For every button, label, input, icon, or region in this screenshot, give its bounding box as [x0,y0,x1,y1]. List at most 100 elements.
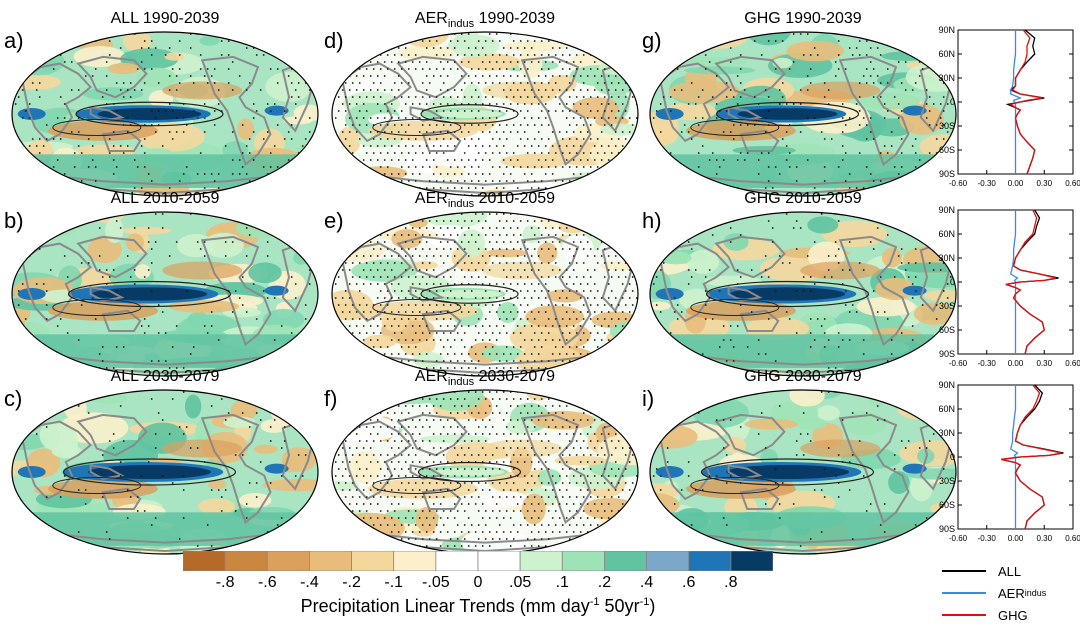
y-tick-label: 30S [939,121,955,131]
zonal-profile-chart-1: 90N 60N 30N 0 30S 60S 90S-0.60 -0.30 0.00 0.30 0.6… [938,25,1080,188]
colorbar-tick-label: .05 [509,574,532,591]
x-tick-label: -0.60 [949,534,968,543]
precip-map-g [649,31,957,197]
colorbar-tick-label: .1 [555,574,569,591]
colorbar-swatch [646,550,690,572]
y-tick-label: 60N [938,49,955,59]
x-tick-label: -0.60 [949,179,968,188]
panel-title: ALL 1990-2039 [110,10,220,27]
x-tick-label: 0.30 [1036,534,1052,543]
series-line-ghg [1009,29,1043,175]
legend-label: GHG [998,607,1028,623]
colorbar-swatch [182,550,226,572]
colorbar-swatch [519,550,563,572]
panel-letter: b) [4,208,24,233]
legend-swatch [942,570,986,572]
y-tick-label: 60S [939,325,955,335]
panel-letter: i) [642,386,655,411]
x-tick-label: 0.00 [1008,179,1024,188]
series-line-aer [1010,30,1023,174]
colorbar-swatch [224,550,268,572]
colorbar-swatch [730,550,774,572]
panel-letter: e) [324,208,344,233]
colorbar-swatch [435,550,479,572]
colorbar-swatch [351,550,395,572]
y-tick-label: 30N [938,428,955,438]
colorbar-tick-label: .2 [597,574,612,591]
y-tick-label: 0 [950,452,955,462]
panel-letter: a) [4,28,24,53]
x-tick-label: 0.30 [1036,179,1052,188]
panel-title: AERindus 2010-2059 [414,190,556,211]
panel-title: GHG 2010-2059 [744,190,862,207]
panel-title: AERindus 2030-2079 [414,368,556,389]
legend-item: ALL [942,560,1082,582]
y-tick-label: 30S [939,301,955,311]
legend-label: AER [998,585,1025,601]
panel-letter: d) [324,28,344,53]
precip-map-b [11,211,319,377]
legend-swatch [942,614,986,616]
precip-map-h [649,211,957,377]
y-tick-label: 0 [950,97,955,107]
x-tick-label: -0.30 [978,359,997,368]
x-tick-label: 0.60 [1065,359,1080,368]
colorbar-tick-label: -.05 [422,574,450,591]
y-tick-label: 30N [938,253,955,263]
colorbar-swatch [309,550,352,572]
panel-title: ALL 2030-2079 [110,368,220,385]
precip-map-i [649,389,957,555]
x-tick-label: 0.00 [1008,534,1024,543]
series-line-ghg [1005,209,1056,355]
colorbar-tick-label: -.4 [300,574,319,591]
y-tick-label: 30N [938,73,955,83]
y-tick-label: 90S [939,169,955,179]
colorbar-tick-label: 0 [473,574,483,591]
y-tick-label: 0 [950,277,955,287]
x-tick-label: 0.00 [1008,359,1024,368]
y-tick-label: 60N [938,229,955,239]
y-tick-label: 60N [938,404,955,414]
colorbar-tick-label: .6 [682,574,696,591]
panel-letter: h) [642,208,662,233]
y-tick-label: 90N [938,205,955,215]
legend-item: AER indus [942,582,1082,604]
precip-map-a [11,31,319,197]
panel-title: GHG 1990-2039 [744,10,862,27]
x-tick-label: 0.60 [1065,534,1080,543]
panel-letter: c) [4,386,23,411]
x-tick-label: 0.30 [1036,359,1052,368]
precip-map-d [331,31,639,197]
colorbar-title: Precipitation Linear Trends (mm day-1 50… [300,596,656,616]
legend-swatch [942,592,986,594]
precip-map-e [331,211,639,377]
panel-title: ALL 2010-2059 [110,190,220,207]
x-tick-label: -0.30 [978,179,997,188]
panel-letter: g) [642,28,662,53]
colorbar-swatch [604,550,647,572]
colorbar-tick-label: .8 [724,574,738,591]
colorbar-tick-label: -.8 [215,574,235,591]
y-tick-label: 90N [938,380,955,390]
y-tick-label: 60S [939,145,955,155]
legend-item: GHG [942,604,1082,626]
colorbar-swatch [266,550,310,572]
colorbar-tick-label: -.2 [342,574,361,591]
legend-label: ALL [998,563,1022,579]
zonal-profile-chart-2: 90N 60N 30N 0 30S 60S 90S-0.60 -0.30 0.00 0.30 0.6… [938,205,1080,368]
colorbar-swatch [393,550,437,572]
colorbar-tick-label: .4 [639,574,654,591]
panel-letter: f) [324,386,338,411]
chart-legend: ALL AER indus GHG [942,560,1082,626]
series-line-ghg [1000,384,1062,530]
colorbar-swatch [561,550,605,572]
precip-map-f [331,389,639,555]
series-line-aer [1009,210,1019,354]
colorbar [182,550,774,572]
x-tick-label: 0.60 [1065,179,1080,188]
colorbar-tick-label: -.6 [257,574,277,591]
y-tick-label: 90S [939,349,955,359]
colorbar-swatch [477,550,521,572]
x-tick-label: -0.30 [978,534,997,543]
panel-title: AERindus 1990-2039 [414,10,556,31]
